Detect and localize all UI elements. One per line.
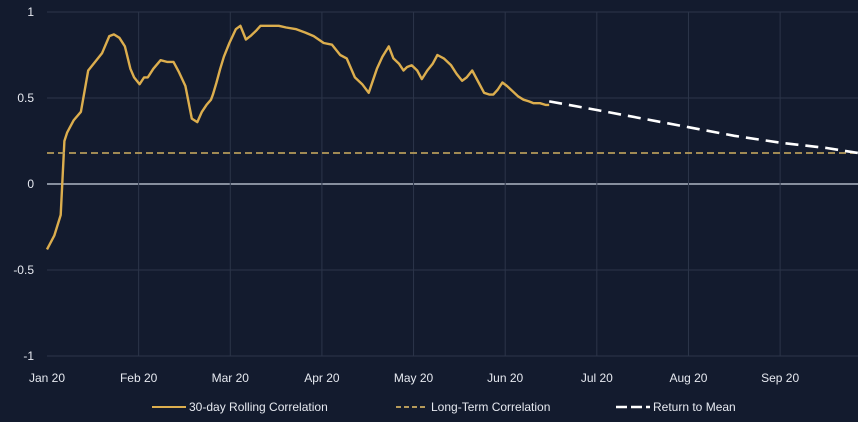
y-tick-label: -0.5 (13, 263, 34, 277)
x-tick-label: Feb 20 (120, 371, 158, 385)
x-axis-ticks: Jan 20 Feb 20 Mar 20 Apr 20 May 20 Jun 20 Jul … (29, 371, 799, 385)
legend-label: Long-Term Correlation (431, 400, 550, 414)
series-lines (45, 24, 858, 250)
series-line-3 (548, 100, 858, 155)
x-tick-label: Apr 20 (304, 371, 340, 385)
x-tick-label: Aug 20 (669, 371, 707, 385)
x-tick-label: Jan 20 (29, 371, 65, 385)
y-tick-label: 0.5 (17, 91, 34, 105)
x-tick-label: Sep 20 (761, 371, 799, 385)
y-tick-label: 1 (27, 5, 34, 19)
legend: 30-day Rolling Correlation Long-Term Corr… (152, 400, 736, 414)
legend-label: 30-day Rolling Correlation (189, 400, 328, 414)
y-tick-label: -1 (23, 349, 34, 363)
grid-lines (47, 11, 858, 357)
x-tick-label: Mar 20 (212, 371, 250, 385)
y-tick-label: 0 (27, 177, 34, 191)
x-tick-label: Jun 20 (487, 371, 523, 385)
series-line-1 (45, 24, 550, 250)
x-tick-label: May 20 (394, 371, 434, 385)
legend-label: Return to Mean (653, 400, 736, 414)
y-axis-ticks: 1 0.5 0 -0.5 -1 (13, 5, 34, 363)
x-tick-label: Jul 20 (581, 371, 613, 385)
